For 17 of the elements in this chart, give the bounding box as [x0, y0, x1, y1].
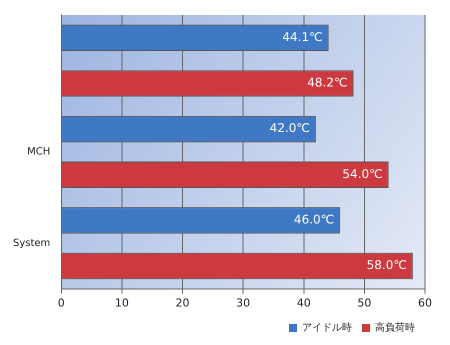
data-label: 58.0℃ [366, 258, 407, 272]
x-tick-label: 10 [114, 296, 129, 310]
x-tick-label: 0 [58, 296, 65, 310]
x-tick-label: 20 [176, 296, 190, 310]
x-tick-label: 40 [296, 296, 311, 310]
y-tick-label: System [12, 238, 50, 249]
x-tick-label: 30 [236, 296, 250, 310]
data-label: 54.0℃ [342, 166, 383, 181]
data-label: 42.0℃ [270, 121, 310, 136]
data-label: 48.2℃ [307, 76, 348, 90]
legend-label: アイドル時 [302, 322, 352, 334]
data-label: 46.0℃ [294, 212, 334, 226]
x-tick-label: 60 [418, 296, 432, 310]
data-label: 44.1℃ [282, 30, 323, 44]
y-tick-label: MCH [27, 146, 50, 158]
x-tick-label: 50 [357, 296, 372, 310]
legend-label: 高負荷時 [375, 322, 415, 334]
